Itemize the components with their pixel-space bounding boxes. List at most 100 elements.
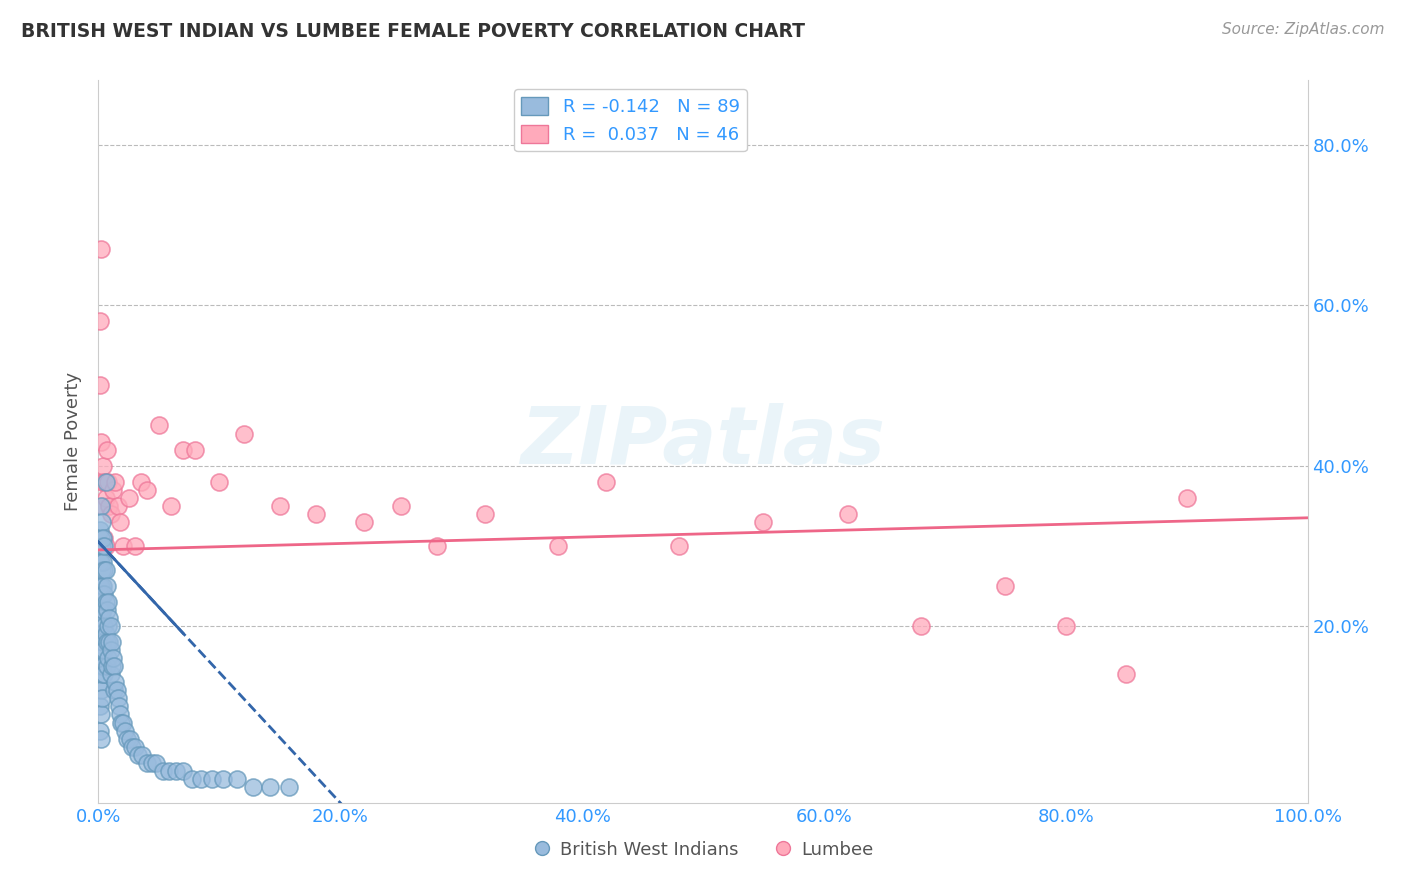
Point [118,731,141,746]
Point [91,587,114,601]
Point [91,579,114,593]
Point [104,675,127,690]
Point [184,442,207,457]
Point [94,627,117,641]
Point [201,772,224,786]
Point [89,378,111,392]
Point [94,595,117,609]
Point [131,747,153,762]
Point [103,683,125,698]
Point [90,531,112,545]
Point [89,699,111,714]
Point [127,747,149,762]
Point [90,659,112,673]
Point [90,555,112,569]
Point [96,603,118,617]
Point [98,499,121,513]
Point [103,659,125,673]
Point [93,531,115,545]
Point [100,643,122,657]
Point [111,715,134,730]
Point [141,756,163,770]
Point [91,458,114,473]
Point [108,699,131,714]
Point [93,643,115,657]
Point [232,426,254,441]
Point [96,579,118,593]
Point [148,418,170,433]
Point [389,499,412,513]
Point [91,691,114,706]
Point [89,675,111,690]
Point [135,483,157,497]
Point [93,563,115,577]
Point [152,764,174,778]
Point [94,539,117,553]
Point [100,635,122,649]
Point [91,643,114,657]
Point [278,780,301,794]
Point [94,475,117,489]
Point [259,780,281,794]
Point [97,595,120,609]
Point [90,499,112,513]
Point [91,603,114,617]
Point [93,619,115,633]
Point [1054,619,1077,633]
Point [129,475,152,489]
Point [100,507,122,521]
Point [145,756,167,770]
Point [180,772,202,786]
Point [89,314,111,328]
Point [135,756,157,770]
Point [91,515,114,529]
Point [97,651,120,665]
Point [91,531,114,545]
Point [94,563,117,577]
Point [107,691,129,706]
Point [190,772,212,786]
Point [910,619,932,633]
Point [837,507,859,521]
Point [91,555,114,569]
Point [97,619,120,633]
Point [212,772,235,786]
Point [121,739,143,754]
Point [353,515,375,529]
Point [96,442,118,457]
Point [93,667,115,681]
Point [96,659,118,673]
Point [90,603,112,617]
Point [90,242,112,256]
Point [110,715,132,730]
Point [426,539,449,553]
Point [94,491,117,505]
Point [107,499,129,513]
Text: Source: ZipAtlas.com: Source: ZipAtlas.com [1222,22,1385,37]
Point [89,651,111,665]
Point [89,723,111,738]
Point [96,635,118,649]
Point [91,667,114,681]
Point [91,539,114,553]
Text: ZIPatlas: ZIPatlas [520,402,886,481]
Point [1175,491,1198,505]
Point [90,707,112,722]
Point [101,483,124,497]
Point [89,603,111,617]
Point [91,635,114,649]
Text: BRITISH WEST INDIAN VS LUMBEE FEMALE POVERTY CORRELATION CHART: BRITISH WEST INDIAN VS LUMBEE FEMALE POV… [21,22,806,41]
Y-axis label: Female Poverty: Female Poverty [65,372,83,511]
Point [172,442,194,457]
Point [1115,667,1137,681]
Point [91,659,114,673]
Point [108,707,131,722]
Point [160,499,183,513]
Point [91,475,114,489]
Point [165,764,187,778]
Point [752,515,775,529]
Point [117,731,139,746]
Point [547,539,569,553]
Point [100,619,122,633]
Point [100,659,122,673]
